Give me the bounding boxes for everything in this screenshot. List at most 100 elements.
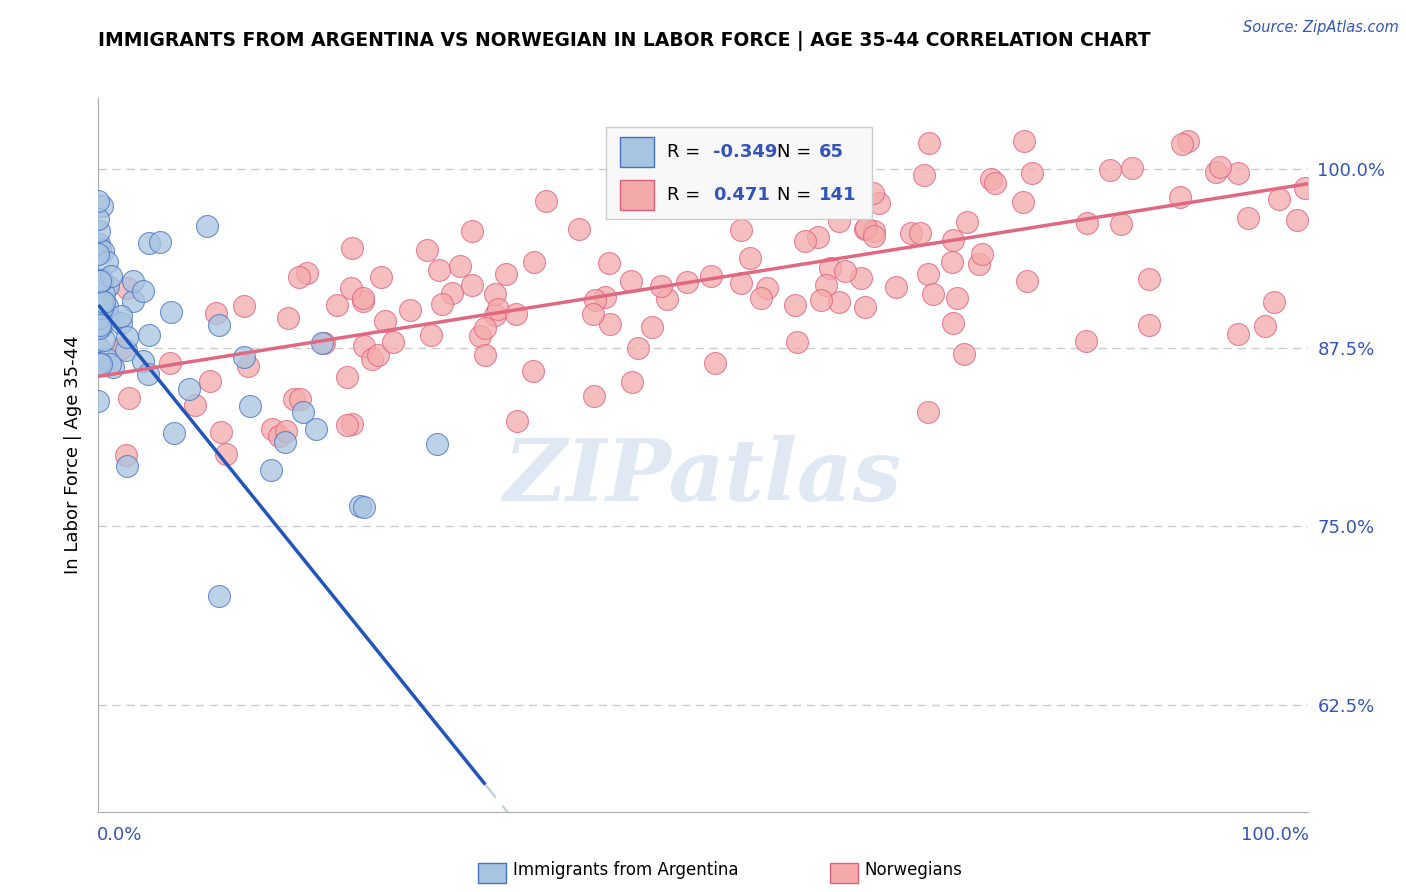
Point: [970, 247, 993, 261]
Point: [100, 268, 122, 283]
Point: [312, 336, 335, 351]
Point: [441, 285, 464, 300]
Point: [89, 356, 111, 370]
Point: [1254, 318, 1277, 333]
Point: [215, 447, 238, 461]
Point: [136, 367, 159, 381]
Point: [955, 215, 977, 229]
Point: [340, 417, 363, 432]
Point: [980, 172, 1002, 186]
Point: [138, 235, 160, 250]
Point: [523, 254, 546, 268]
Point: [87, 394, 110, 409]
Point: [1170, 190, 1192, 204]
Point: [1177, 134, 1199, 148]
Point: [1268, 192, 1291, 206]
Text: 141: 141: [820, 186, 856, 204]
Point: [122, 274, 145, 288]
Point: [138, 328, 160, 343]
Point: [260, 463, 283, 477]
Point: [340, 241, 363, 255]
Point: [269, 429, 291, 443]
Point: [922, 287, 945, 301]
Point: [853, 300, 876, 314]
Point: [361, 352, 384, 367]
Point: [87, 194, 110, 209]
Point: [582, 308, 605, 322]
Point: [305, 422, 328, 436]
Text: N =: N =: [776, 143, 811, 161]
Point: [149, 235, 172, 249]
Point: [232, 299, 254, 313]
Point: [676, 276, 699, 290]
Point: [862, 186, 884, 200]
Point: [1099, 163, 1122, 178]
Point: [349, 499, 371, 513]
Point: [631, 137, 654, 152]
Point: [96, 351, 118, 366]
Point: [598, 255, 620, 269]
Point: [969, 257, 991, 271]
Point: [110, 309, 132, 323]
Point: [814, 278, 837, 293]
Point: [195, 219, 218, 233]
Point: [91, 199, 114, 213]
Point: [1121, 161, 1143, 175]
Point: [340, 281, 363, 295]
Point: [117, 330, 139, 344]
Point: [87, 237, 110, 252]
Point: [208, 318, 231, 333]
Point: [209, 425, 232, 439]
Point: [432, 297, 454, 311]
Point: [849, 271, 872, 285]
Point: [1205, 165, 1227, 179]
Point: [89, 274, 111, 288]
Point: [945, 291, 967, 305]
Point: [917, 136, 939, 150]
Point: [641, 320, 664, 334]
Point: [1226, 166, 1249, 180]
Point: [484, 287, 506, 301]
Point: [952, 347, 974, 361]
Point: [374, 313, 396, 327]
Point: [1226, 327, 1249, 342]
Point: [96, 255, 118, 269]
Point: [132, 284, 155, 298]
Point: [115, 459, 138, 474]
Point: [1171, 136, 1194, 151]
Point: [941, 233, 963, 247]
Point: [427, 262, 450, 277]
Point: [277, 310, 299, 325]
Point: [274, 434, 297, 449]
Point: [163, 426, 186, 441]
Point: [200, 374, 222, 388]
Point: [460, 277, 482, 292]
Point: [110, 316, 132, 330]
Point: [114, 448, 136, 462]
Point: [87, 341, 110, 355]
Point: [1076, 216, 1098, 230]
Point: [942, 316, 965, 330]
Point: [917, 405, 939, 419]
Text: ZIPatlas: ZIPatlas: [503, 434, 903, 518]
Point: [1021, 166, 1043, 180]
Point: [117, 281, 139, 295]
Point: [748, 164, 770, 178]
Point: [96, 307, 118, 321]
Point: [353, 500, 375, 514]
Text: R =: R =: [668, 143, 700, 161]
Point: [910, 226, 932, 240]
Point: [336, 369, 359, 384]
Point: [89, 318, 111, 332]
Point: [583, 293, 606, 308]
Point: [91, 301, 114, 315]
Point: [239, 399, 262, 413]
Text: IMMIGRANTS FROM ARGENTINA VS NORWEGIAN IN LABOR FORCE | AGE 35-44 CORRELATION CH: IMMIGRANTS FROM ARGENTINA VS NORWEGIAN I…: [98, 31, 1152, 51]
Point: [121, 293, 143, 308]
Point: [853, 222, 876, 236]
Text: Source: ZipAtlas.com: Source: ZipAtlas.com: [1243, 20, 1399, 35]
Point: [132, 354, 155, 368]
Point: [311, 335, 333, 350]
Point: [160, 305, 183, 319]
Point: [786, 334, 808, 349]
